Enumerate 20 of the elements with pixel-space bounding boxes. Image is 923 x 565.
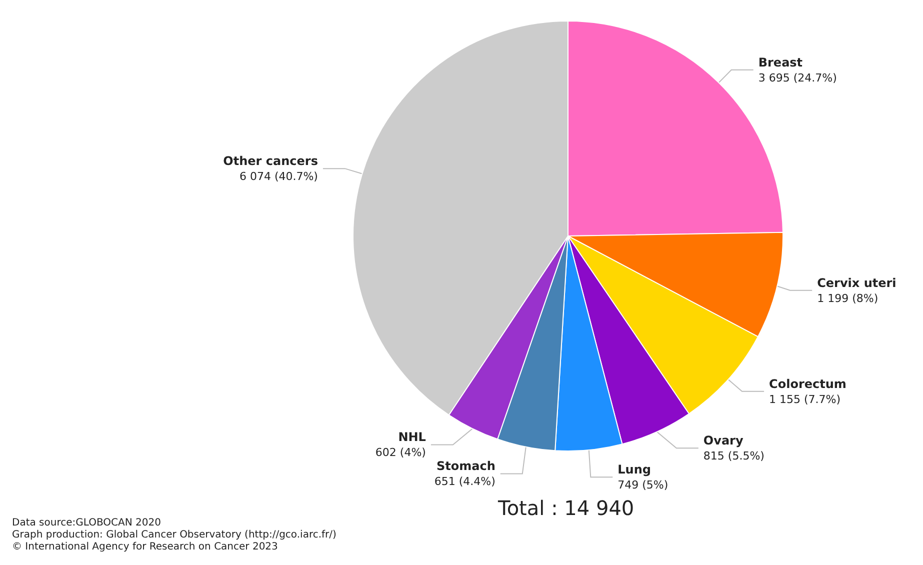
slice-label: Ovary [703,434,744,448]
slice-label: Colorectum [769,376,846,391]
slice-label: NHL [398,430,426,444]
slice-label: Cervix uteri [817,276,896,290]
text: Graph production: Global Cancer Observatory (http://gco.iarc.fr/) [12,530,337,540]
data-label: 602 (4%) [375,446,426,460]
data-label: 1 155 (7.7%) [769,392,841,406]
data-label: 1 199 (8%) [817,292,878,305]
data-label: 815 (5.5%) [703,450,764,463]
data-label: 651 (4.4%) [434,475,496,488]
slice-label: Breast [758,55,803,70]
source-note: Data source:GLOBOCAN 2020 [12,518,161,528]
data-label: 6 074 (40.7%) [239,170,318,184]
text: © International Agency for Research on Cancer 2023 [12,542,278,552]
slice-label: Stomach [436,459,496,474]
slice-label: Other cancers [223,154,318,168]
data-label: 749 (5%) [618,478,668,492]
slice-label: Lung [618,462,651,477]
text: Total : 14 940 [497,496,634,520]
data-label: 3 695 (24.7%) [758,71,837,84]
